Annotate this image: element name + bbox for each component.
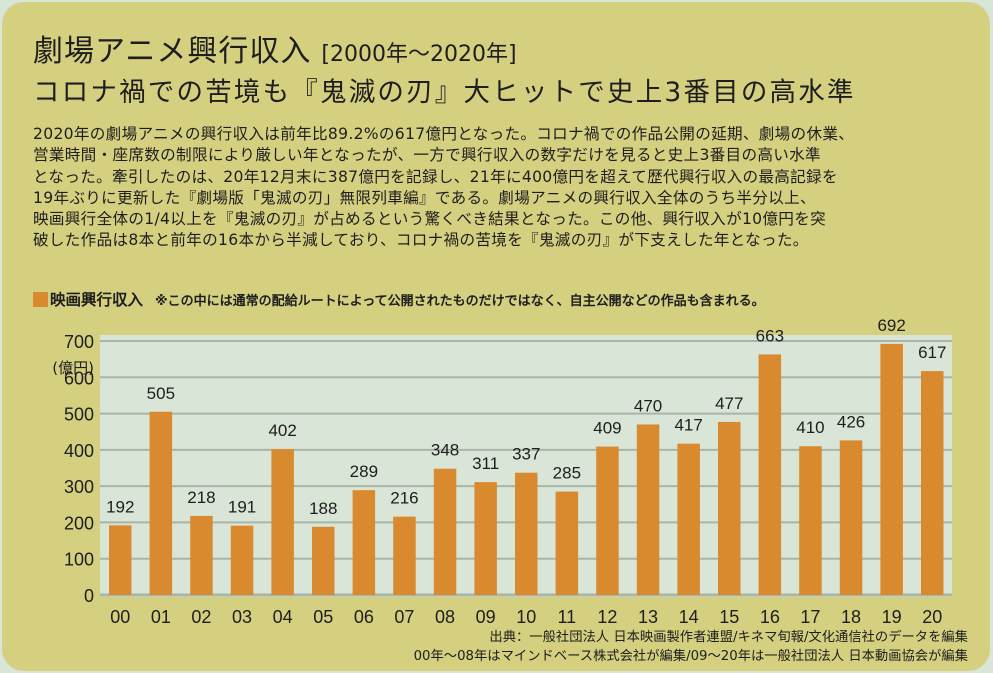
x-tick-label: 08 xyxy=(435,607,455,627)
bar xyxy=(555,491,579,595)
y-tick-label: 700 xyxy=(64,332,94,352)
y-tick-label: 400 xyxy=(64,441,94,461)
bar-value-label: 663 xyxy=(756,326,784,345)
x-tick-label: 02 xyxy=(191,607,211,627)
source-note: 出典：一般社団法人 日本映画製作者連盟/キネマ旬報/文化通信社のデータを編集 0… xyxy=(414,628,968,666)
page-title: 劇場アニメ興行収入 [2000年〜2020年] xyxy=(33,34,517,73)
x-tick-label: 16 xyxy=(760,607,780,627)
bar xyxy=(352,490,376,595)
bar xyxy=(596,446,619,595)
y-tick-label: 300 xyxy=(64,477,94,497)
bar xyxy=(839,440,863,595)
title-period: [2000年〜2020年] xyxy=(321,42,517,67)
bar-value-label: 188 xyxy=(309,499,337,518)
title-text: 劇場アニメ興行収入 xyxy=(33,34,312,69)
bar xyxy=(190,515,213,595)
bar-value-label: 505 xyxy=(147,384,175,403)
x-tick-label: 03 xyxy=(232,607,252,627)
bar-value-label: 426 xyxy=(837,412,865,431)
bar-value-label: 409 xyxy=(593,419,621,438)
bar-value-label: 348 xyxy=(431,441,459,460)
bar xyxy=(433,468,457,595)
x-tick-label: 17 xyxy=(800,607,820,627)
bar xyxy=(271,449,294,595)
bar-value-label: 692 xyxy=(877,316,905,335)
y-tick-label: 600 xyxy=(64,368,94,388)
bar-value-label: 417 xyxy=(674,416,702,435)
bar xyxy=(799,446,822,595)
bar-value-label: 285 xyxy=(553,464,581,483)
y-axis-unit: (億円) xyxy=(52,359,94,377)
x-tick-label: 06 xyxy=(354,607,374,627)
x-tick-label: 15 xyxy=(719,607,739,627)
bar-value-label: 402 xyxy=(268,421,296,440)
bar-value-label: 192 xyxy=(106,497,134,516)
bar xyxy=(921,371,944,595)
bar xyxy=(149,411,173,595)
page-subtitle: コロナ禍での苦境も『鬼滅の刃』大ヒットで史上3番目の高水準 xyxy=(33,77,856,108)
x-tick-label: 10 xyxy=(516,607,536,627)
bar-value-label: 410 xyxy=(796,418,824,437)
x-tick-label: 19 xyxy=(882,607,902,627)
x-tick-label: 07 xyxy=(394,607,414,627)
bar-value-label: 470 xyxy=(634,396,662,415)
bar xyxy=(718,421,741,595)
y-tick-label: 100 xyxy=(64,550,94,570)
legend-color-swatch xyxy=(33,292,48,307)
bar xyxy=(230,525,254,595)
bar xyxy=(636,424,660,595)
x-tick-label: 05 xyxy=(313,607,333,627)
x-tick-label: 20 xyxy=(922,607,942,627)
bar-value-label: 477 xyxy=(715,394,743,413)
source-line-1: 出典：一般社団法人 日本映画製作者連盟/キネマ旬報/文化通信社のデータを編集 xyxy=(489,630,968,645)
bar xyxy=(312,526,335,595)
bar xyxy=(880,343,903,595)
bar xyxy=(109,525,132,595)
bar xyxy=(474,482,497,595)
x-tick-label: 04 xyxy=(273,607,293,627)
x-tick-label: 00 xyxy=(110,607,130,627)
y-tick-label: 500 xyxy=(64,405,94,425)
bar-value-label: 218 xyxy=(187,488,215,507)
bar xyxy=(758,354,782,595)
legend-note: ※この中には通常の配給ルートによって公開されたものだけではなく、自主公開などの作… xyxy=(155,294,765,309)
bar-value-label: 617 xyxy=(918,343,946,362)
y-tick-label: 0 xyxy=(84,586,94,606)
bar xyxy=(393,516,416,595)
bar xyxy=(677,443,700,595)
bar-value-label: 289 xyxy=(350,462,378,481)
x-tick-label: 11 xyxy=(558,607,577,627)
x-tick-label: 18 xyxy=(841,607,861,627)
bar-value-label: 216 xyxy=(390,489,418,508)
x-tick-label: 14 xyxy=(679,607,699,627)
bar-value-label: 337 xyxy=(512,445,540,464)
x-tick-label: 01 xyxy=(151,607,171,627)
bar-value-label: 311 xyxy=(472,454,499,473)
bar-value-label: 191 xyxy=(228,498,256,517)
x-tick-label: 12 xyxy=(597,607,617,627)
description-text: 2020年の劇場アニメの興行収入は前年比89.2%の617億円となった。コロナ禍… xyxy=(33,125,855,250)
source-line-2: 00年〜08年はマインドベース株式会社が編集/09〜20年は一般社団法人 日本動… xyxy=(413,649,968,664)
y-tick-label: 200 xyxy=(64,513,94,533)
chart-legend: 映画興行収入 ※この中には通常の配給ルートによって公開されたものだけではなく、自主… xyxy=(33,290,765,312)
legend-series-name: 映画興行収入 xyxy=(50,291,144,309)
x-tick-label: 13 xyxy=(638,607,658,627)
bar xyxy=(515,472,538,595)
x-tick-label: 09 xyxy=(476,607,496,627)
